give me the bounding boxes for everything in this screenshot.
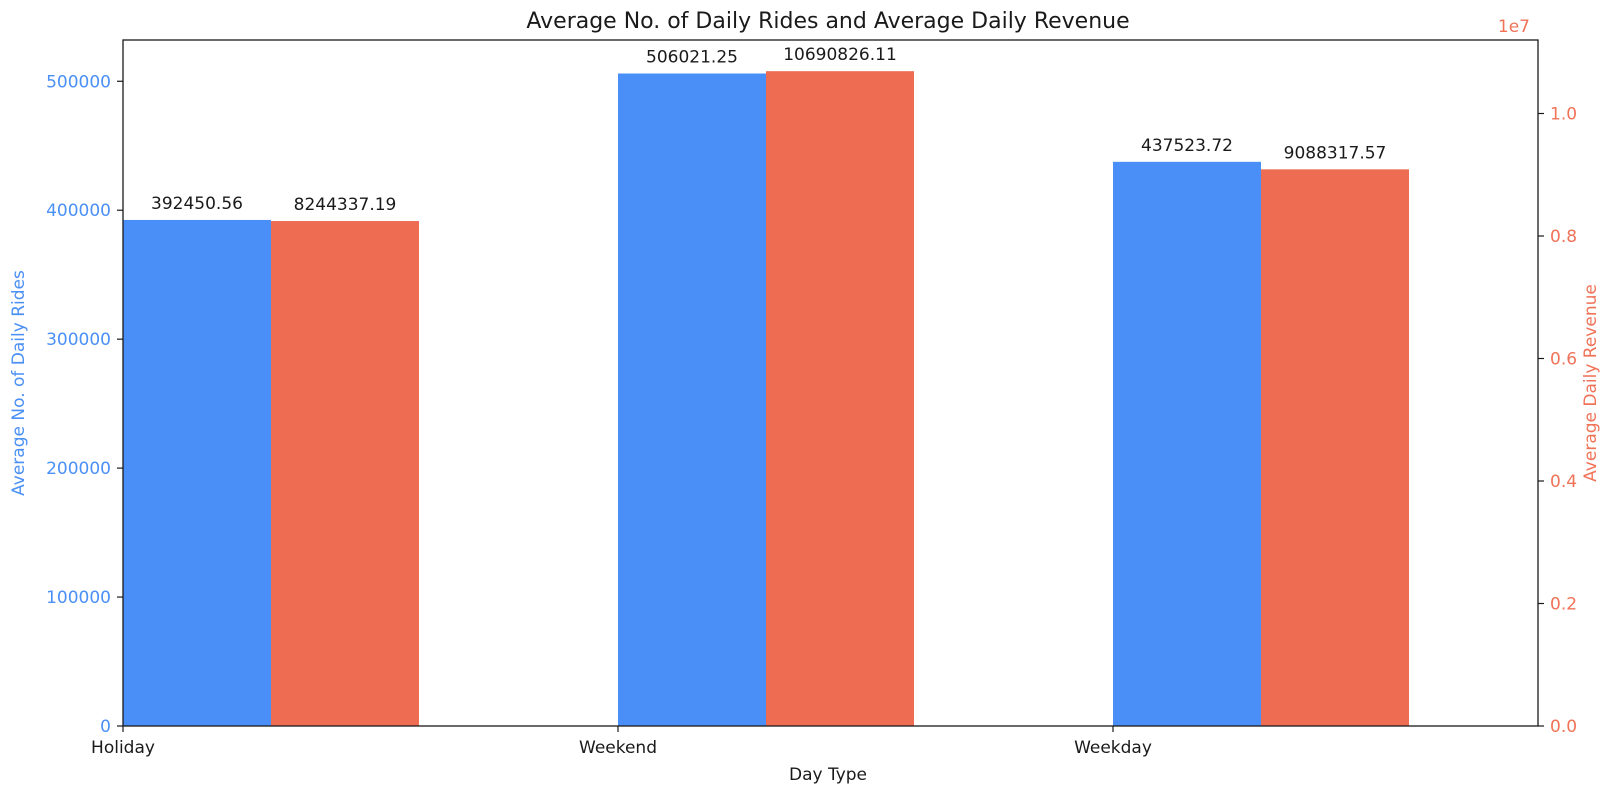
x-tick-label: Weekend xyxy=(579,738,657,758)
bars-layer xyxy=(123,71,1409,727)
rides-value-label-weekday: 437523.72 xyxy=(1141,136,1233,156)
x-tick-label: Holiday xyxy=(91,738,155,758)
y-right-tick-label: 0.4 xyxy=(1550,472,1577,492)
x-axis-label: Day Type xyxy=(789,765,867,785)
data-labels-layer: 392450.56 8244337.19 506021.25 10690826.11 4… xyxy=(151,45,1386,215)
y-left-tick-label: 0 xyxy=(100,717,111,737)
y-left-tick-label: 200000 xyxy=(46,459,111,479)
revenue-value-label-holiday: 8244337.19 xyxy=(294,195,397,215)
y-right-tick-label: 0.6 xyxy=(1550,350,1577,370)
rides-value-label-holiday: 392450.56 xyxy=(151,194,243,214)
x-tick-label: Weekday xyxy=(1074,738,1152,758)
y-right-offset-text: 1e7 xyxy=(1498,17,1530,37)
y-left-tick-label: 300000 xyxy=(46,330,111,350)
revenue-value-label-weekday: 9088317.57 xyxy=(1284,143,1387,163)
y-left-tick-label: 100000 xyxy=(46,588,111,608)
y-left-tick-label: 500000 xyxy=(46,72,111,92)
rides-bar-weekday xyxy=(1113,161,1261,726)
rides-value-label-weekend: 506021.25 xyxy=(646,47,738,67)
right-y-axis: 0.0 0.2 0.4 0.6 0.8 1.0 xyxy=(1538,105,1577,737)
y-right-tick-label: 0.8 xyxy=(1550,227,1577,247)
x-axis: Holiday Weekend Weekday xyxy=(91,726,1152,758)
y-left-tick-label: 400000 xyxy=(46,201,111,221)
rides-bar-holiday xyxy=(123,219,271,727)
y-right-label: Average Daily Revenue xyxy=(1581,284,1601,482)
rides-bar-weekend xyxy=(618,73,766,727)
revenue-value-label-weekend: 10690826.11 xyxy=(783,45,897,65)
y-right-tick-label: 0.0 xyxy=(1550,717,1577,737)
revenue-bar-holiday xyxy=(271,221,419,726)
plot-frame xyxy=(122,39,1539,727)
revenue-bar-weekday xyxy=(1261,169,1409,726)
revenue-bar-weekend xyxy=(766,71,914,727)
chart-title: Average No. of Daily Rides and Average D… xyxy=(526,9,1129,34)
y-left-label: Average No. of Daily Rides xyxy=(9,270,29,496)
y-right-tick-label: 1.0 xyxy=(1550,105,1577,125)
y-right-tick-label: 0.2 xyxy=(1550,595,1577,615)
left-y-axis: 0 100000 200000 300000 400000 500000 xyxy=(46,72,123,737)
